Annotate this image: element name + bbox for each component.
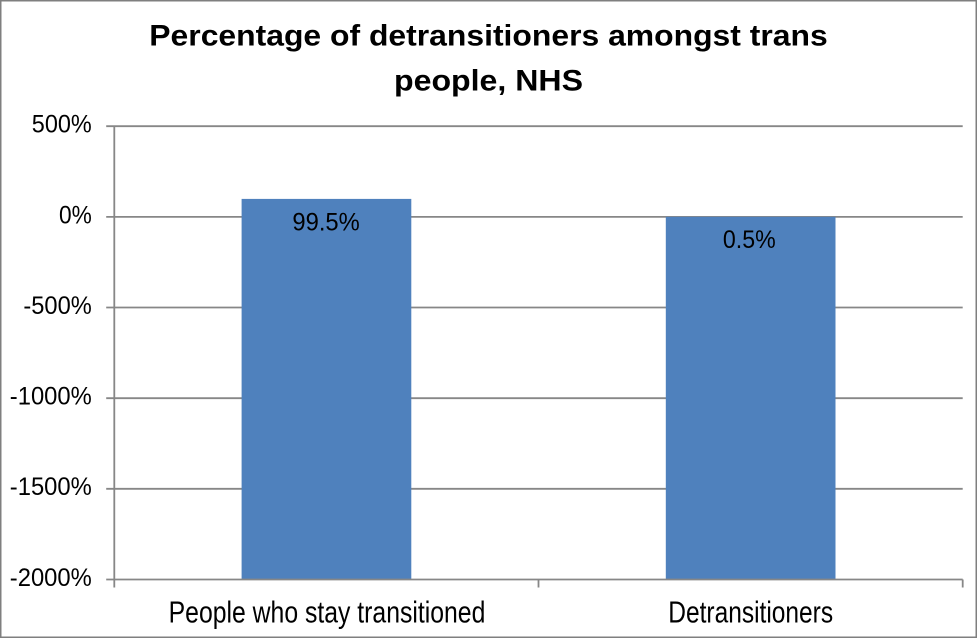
- svg-text:0.5%: 0.5%: [723, 226, 776, 254]
- svg-text:-500%: -500%: [23, 292, 91, 320]
- svg-text:People who stay transitioned: People who stay transitioned: [169, 594, 486, 629]
- svg-text:-2000%: -2000%: [10, 564, 92, 592]
- svg-text:-1000%: -1000%: [10, 383, 92, 411]
- svg-text:people, NHS: people, NHS: [394, 65, 583, 98]
- svg-text:99.5%: 99.5%: [292, 209, 359, 237]
- svg-text:-1500%: -1500%: [10, 473, 92, 501]
- svg-text:Detransitioners: Detransitioners: [668, 594, 833, 629]
- svg-text:500%: 500%: [32, 111, 92, 139]
- svg-text:0%: 0%: [59, 201, 92, 229]
- svg-text:Percentage of detransitioners: Percentage of detransitioners amongst tr…: [149, 20, 827, 53]
